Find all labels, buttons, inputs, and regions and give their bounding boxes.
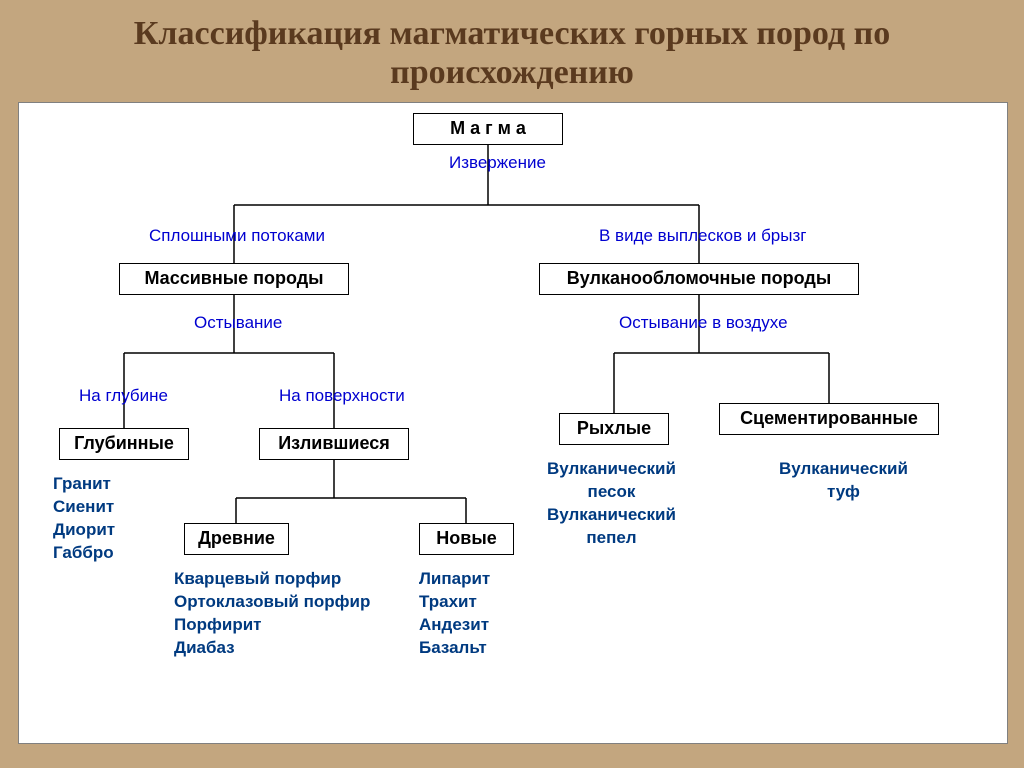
diagram-panel: М а г м а Массивные породы Вулканообломо…	[18, 102, 1008, 744]
list-item: Кварцевый порфир	[174, 568, 370, 591]
list-item: Трахит	[419, 591, 490, 614]
label-splashes: В виде выплесков и брызг	[599, 226, 806, 246]
node-new: Новые	[419, 523, 514, 555]
list-item: Вулканическийпепел	[547, 504, 676, 550]
node-effusive: Излившиеся	[259, 428, 409, 460]
list-item: Вулканическийтуф	[779, 458, 908, 504]
list-item: Порфирит	[174, 614, 370, 637]
node-loose: Рыхлые	[559, 413, 669, 445]
label-cooling: Остывание	[194, 313, 282, 333]
node-volcclastic: Вулканообломочные породы	[539, 263, 859, 295]
list-item: Сиенит	[53, 496, 115, 519]
label-eruption: Извержение	[449, 153, 546, 173]
list-item: Диабаз	[174, 637, 370, 660]
list-cemented: Вулканическийтуф	[779, 458, 908, 504]
list-item: Ортоклазовый порфир	[174, 591, 370, 614]
node-massive: Массивные породы	[119, 263, 349, 295]
list-item: Габбро	[53, 542, 115, 565]
list-item: Гранит	[53, 473, 115, 496]
label-at-surface: На поверхности	[279, 386, 405, 406]
page-title: Классификация магматических горных пород…	[18, 14, 1006, 92]
list-item: Липарит	[419, 568, 490, 591]
list-item: Вулканическийпесок	[547, 458, 676, 504]
node-deep: Глубинные	[59, 428, 189, 460]
node-ancient: Древние	[184, 523, 289, 555]
label-flows: Сплошными потоками	[149, 226, 325, 246]
label-cooling-air: Остывание в воздухе	[619, 313, 788, 333]
label-at-depth: На глубине	[79, 386, 168, 406]
slide: Классификация магматических горных пород…	[0, 0, 1024, 768]
list-item: Диорит	[53, 519, 115, 542]
list-item: Базальт	[419, 637, 490, 660]
node-root: М а г м а	[413, 113, 563, 145]
list-new: ЛипаритТрахитАндезитБазальт	[419, 568, 490, 660]
list-loose: ВулканическийпесокВулканическийпепел	[547, 458, 676, 550]
node-cemented: Сцементированные	[719, 403, 939, 435]
list-item: Андезит	[419, 614, 490, 637]
list-deep: ГранитСиенитДиоритГаббро	[53, 473, 115, 565]
list-ancient: Кварцевый порфирОртоклазовый порфирПорфи…	[174, 568, 370, 660]
